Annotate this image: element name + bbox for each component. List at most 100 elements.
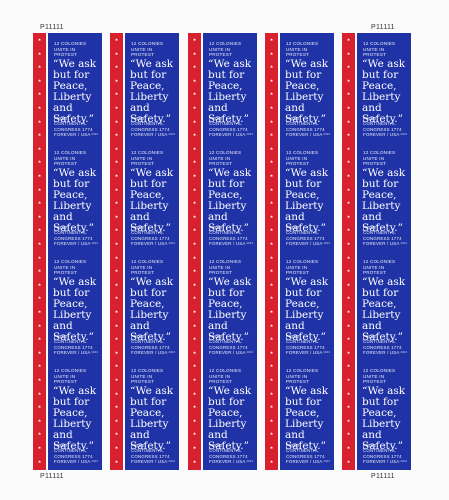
- stamp-year: 2024: [246, 350, 253, 354]
- blue-stamp-stripe: 12 COLONIES UNITE IN PROTEST “We ask but for…: [357, 33, 411, 470]
- stamp-quote-line: Liberty: [285, 91, 324, 103]
- stamp-quote-line: but for: [53, 396, 90, 408]
- stamp-footer-line: FIRST: [131, 225, 145, 230]
- stamp-footer-line: FOREVER / USA: [131, 241, 168, 247]
- stamp-quote-line: but for: [53, 178, 90, 190]
- star-icon: ★: [114, 91, 119, 97]
- stamp-quote-line: Liberty: [362, 418, 401, 430]
- star-icon: ★: [346, 200, 351, 206]
- star-icon: ★: [192, 132, 197, 138]
- stamp-quote-line: “We ask: [285, 167, 329, 179]
- stamp-quote-line: “We ask: [208, 276, 252, 288]
- star-icon: ★: [114, 336, 119, 342]
- stamp-header-line: UNITE IN: [363, 373, 385, 379]
- star-icon: ★: [37, 268, 42, 274]
- stamp-year: 2024: [246, 459, 253, 463]
- stamp-quote-line: Liberty: [53, 418, 92, 430]
- stamp-quote-line: Liberty: [208, 309, 247, 321]
- stamp-year: 2024: [246, 241, 253, 245]
- stamp-quote-line: Safety.”: [362, 113, 404, 125]
- stamp-quote-line: but for: [285, 178, 322, 190]
- stamp-header-line: 12 COLONIES: [209, 41, 242, 46]
- star-icon: ★: [192, 200, 197, 206]
- stamp-footer-line: CONGRESS 1774: [54, 344, 93, 350]
- star-icon: ★: [346, 254, 351, 260]
- stamp-header-line: PROTEST: [286, 270, 310, 276]
- stamp-quote-line: Peace,: [53, 189, 88, 201]
- star-icon: ★: [37, 50, 42, 56]
- stamp-quote-line: “We ask: [362, 58, 406, 70]
- stamp-quote: “We ask but for Peace, Liberty and Safety.”: [53, 386, 96, 452]
- star-icon: ★: [192, 390, 197, 396]
- star-icon: ★: [269, 77, 274, 83]
- stamp-quote-line: Peace,: [208, 407, 243, 419]
- star-icon: ★: [192, 268, 197, 274]
- stamp-quote: “We ask but for Peace, Liberty and Safety.”: [53, 59, 96, 125]
- star-icon: ★: [346, 377, 351, 382]
- stamp: 12 COLONIES UNITE IN PROTEST “We ask but for…: [48, 33, 102, 142]
- stamp-quote-line: and: [285, 211, 305, 223]
- stamp-quote-line: and: [208, 320, 228, 332]
- stamp-quote-line: Safety.”: [130, 440, 172, 452]
- stamp-header-line: 12 COLONIES: [54, 150, 87, 155]
- stamp-footer-line: FOREVER / USA: [286, 241, 323, 247]
- blue-stamp-stripe: 12 COLONIES UNITE IN PROTEST “We ask but for…: [125, 33, 179, 470]
- star-icon: ★: [37, 159, 42, 165]
- stamp-header-line: PROTEST: [131, 161, 155, 167]
- stamp-footer-line: FIRST: [131, 116, 145, 121]
- stamp-quote-line: and: [130, 211, 150, 223]
- star-icon: ★: [192, 77, 197, 83]
- star-icon: ★: [346, 417, 351, 423]
- stamp-header-line: PROTEST: [286, 52, 310, 58]
- stamp-quote-line: Peace,: [285, 298, 320, 310]
- stamp-footer-line: CONTINENTAL: [209, 339, 242, 345]
- stamp-footer-line: FOREVER / USA: [363, 350, 400, 356]
- stamp-quote-line: Peace,: [208, 80, 243, 92]
- stamp-quote-line: Liberty: [130, 200, 169, 212]
- stamp-footer-line: CONGRESS 1774: [209, 235, 248, 241]
- stamp-quote-line: and: [53, 429, 73, 441]
- star-icon: ★: [269, 145, 274, 151]
- stamp-footer-line: CONGRESS 1774: [286, 126, 325, 132]
- star-icon: ★: [37, 241, 42, 246]
- stamp-quote-line: but for: [208, 178, 245, 190]
- star-icon: ★: [192, 363, 197, 369]
- stamp-footer: FIRST CONTINENTAL CONGRESS 1774 FOREVER / U…: [363, 225, 402, 247]
- stamp-quote: “We ask but for Peace, Liberty and Safety.”: [208, 168, 251, 234]
- stamp-quote-line: Peace,: [362, 189, 397, 201]
- stamp-quote-line: Safety.”: [208, 331, 250, 343]
- star-icon: ★: [114, 227, 119, 233]
- stamp-header-line: 12 COLONIES: [131, 41, 164, 46]
- stamp-column: ★ ★ ★ ★ ★ ★ ★ ★ ★ ★ ★ ★ ★ ★ ★ ★ ★ ★ ★ ★ ★ ★ ★ ★ ★ ★ ★ ★ ★ ★ ★ ★ 12 COLON…: [265, 33, 335, 470]
- stamp-footer-line: CONTINENTAL: [54, 230, 87, 236]
- stamp-year: 2024: [91, 350, 98, 354]
- plate-number-top-left: P11111: [40, 24, 64, 31]
- stamp-quote-line: but for: [130, 396, 167, 408]
- star-icon: ★: [114, 173, 119, 178]
- stamp-footer-line: FOREVER / USA: [286, 132, 323, 138]
- stamp-quote-line: Liberty: [53, 91, 92, 103]
- stamp-quote-line: “We ask: [130, 385, 174, 397]
- stamp-quote-line: “We ask: [362, 276, 406, 288]
- stamp-quote-line: and: [53, 320, 73, 332]
- stamp-quote-line: but for: [362, 396, 399, 408]
- stamp-footer-line: CONGRESS 1774: [209, 344, 248, 350]
- stamp-header-line: 12 COLONIES: [131, 259, 164, 264]
- stamp-quote-line: “We ask: [285, 276, 329, 288]
- star-icon: ★: [37, 254, 42, 260]
- stamp-quote-line: Safety.”: [285, 331, 327, 343]
- star-icon: ★: [269, 50, 274, 56]
- star-icon: ★: [192, 309, 197, 314]
- stamp-header-line: UNITE IN: [131, 46, 153, 52]
- stamp: 12 COLONIES UNITE IN PROTEST “We ask but for…: [48, 142, 102, 251]
- stamp-quote: “We ask but for Peace, Liberty and Safety.”: [362, 59, 405, 125]
- stamp-header: 12 COLONIES UNITE IN PROTEST: [209, 150, 241, 167]
- stamp-footer-line: FOREVER / USA: [286, 459, 323, 465]
- star-icon: ★: [37, 213, 42, 219]
- star-icon: ★: [192, 227, 197, 233]
- stamp-quote-line: and: [130, 429, 150, 441]
- stamp-header-line: UNITE IN: [131, 264, 153, 270]
- stamp-header: 12 COLONIES UNITE IN PROTEST: [131, 150, 163, 167]
- stamp: 12 COLONIES UNITE IN PROTEST “We ask but for…: [203, 360, 257, 469]
- stamp-footer: FIRST CONTINENTAL CONGRESS 1774 FOREVER / U…: [131, 225, 170, 247]
